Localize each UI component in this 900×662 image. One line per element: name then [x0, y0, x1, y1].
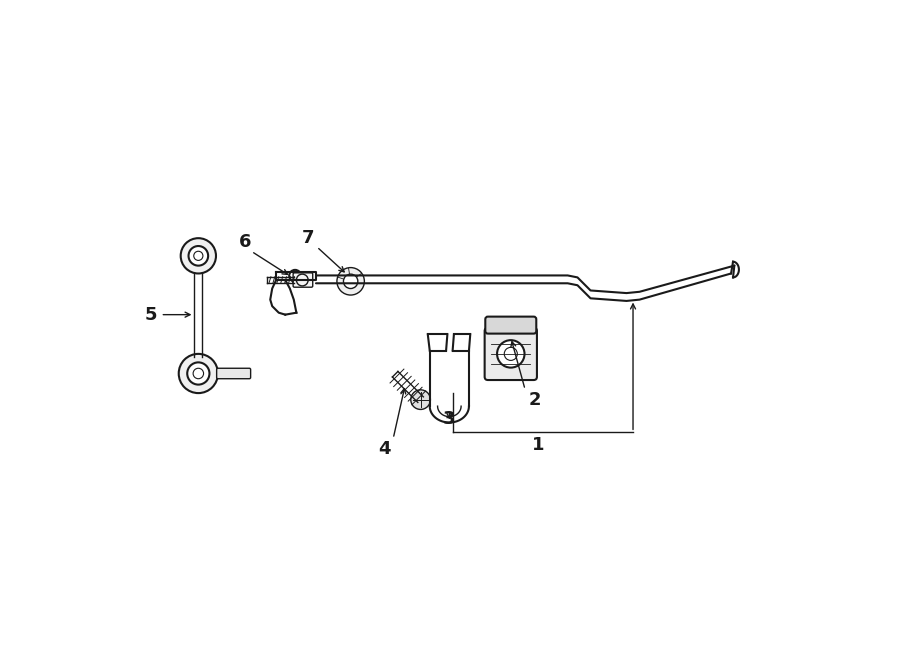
- FancyBboxPatch shape: [484, 328, 537, 380]
- Circle shape: [187, 362, 210, 385]
- Circle shape: [188, 246, 208, 265]
- Circle shape: [337, 267, 365, 295]
- Text: 4: 4: [378, 440, 391, 457]
- FancyBboxPatch shape: [217, 368, 250, 379]
- Text: 7: 7: [302, 228, 314, 246]
- Circle shape: [344, 274, 358, 289]
- Text: 5: 5: [145, 306, 158, 324]
- Circle shape: [497, 340, 525, 367]
- Text: 3: 3: [443, 410, 455, 428]
- Circle shape: [410, 390, 430, 409]
- Text: 2: 2: [528, 391, 541, 408]
- Circle shape: [181, 238, 216, 273]
- Text: 6: 6: [238, 233, 251, 251]
- Circle shape: [179, 354, 218, 393]
- FancyBboxPatch shape: [293, 273, 312, 287]
- FancyBboxPatch shape: [485, 316, 536, 334]
- Text: 1: 1: [532, 436, 544, 454]
